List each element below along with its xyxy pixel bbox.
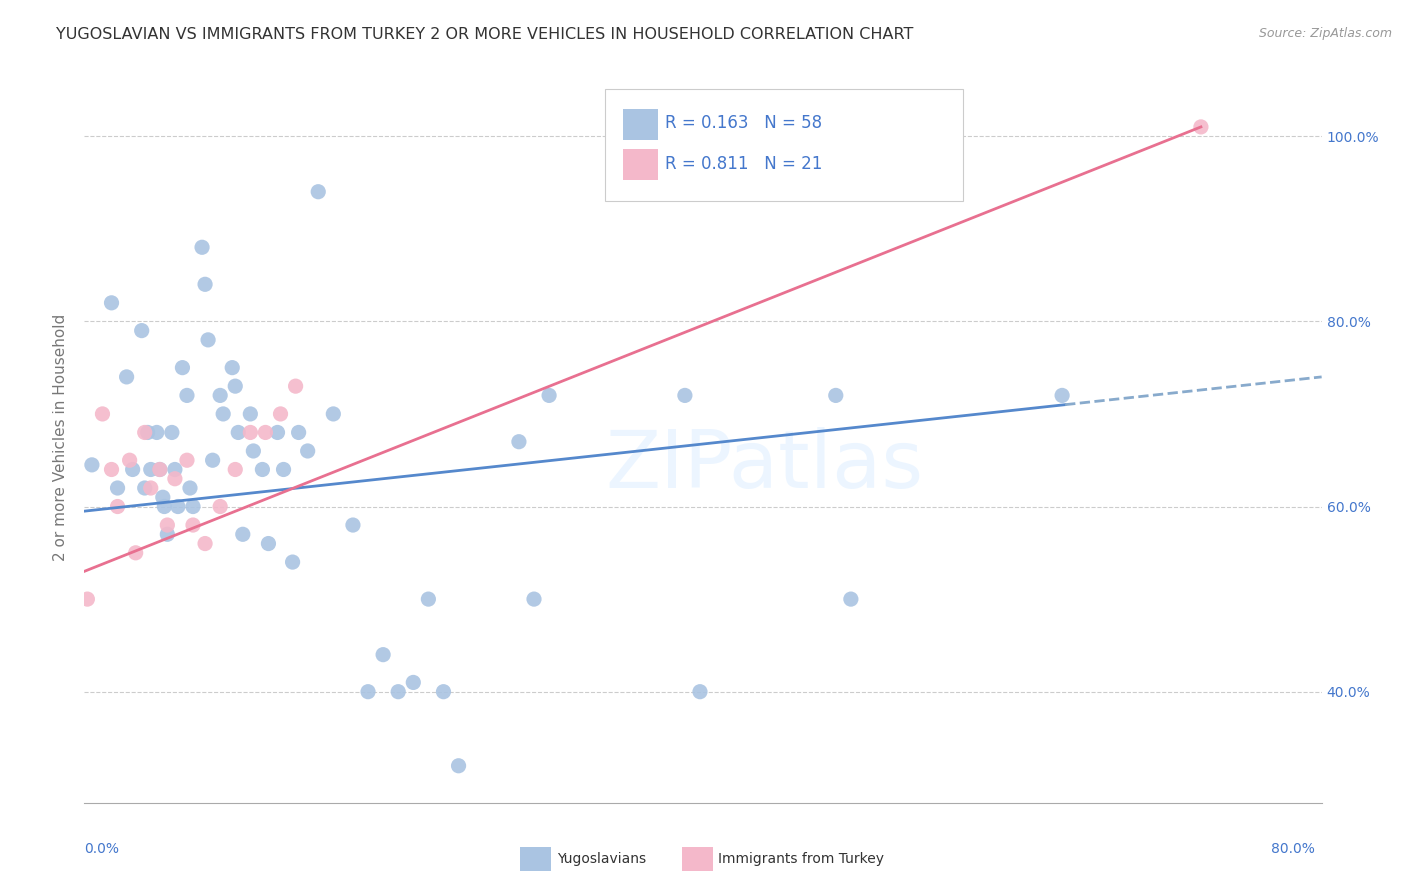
Point	[357, 684, 380, 698]
Point	[257, 536, 280, 550]
Point	[197, 333, 219, 347]
Point	[307, 185, 329, 199]
Point	[179, 481, 201, 495]
Point	[212, 407, 235, 421]
Point	[1050, 388, 1073, 402]
Point	[273, 462, 295, 476]
Point	[242, 444, 264, 458]
Point	[209, 388, 232, 402]
Point	[124, 546, 146, 560]
Point	[287, 425, 309, 440]
Text: 0.0%: 0.0%	[84, 842, 120, 856]
Point	[134, 425, 156, 440]
Text: Yugoslavians: Yugoslavians	[557, 852, 645, 866]
Text: ZIPatlas: ZIPatlas	[606, 427, 924, 506]
Point	[297, 444, 319, 458]
Point	[194, 277, 217, 292]
Point	[266, 425, 288, 440]
Point	[163, 472, 186, 486]
Point	[689, 684, 711, 698]
Point	[201, 453, 224, 467]
Point	[80, 458, 103, 472]
Point	[176, 453, 198, 467]
Point	[181, 500, 204, 514]
Point	[152, 490, 174, 504]
Point	[149, 462, 172, 476]
Point	[172, 360, 194, 375]
Point	[673, 388, 696, 402]
Point	[156, 527, 179, 541]
Point	[1189, 120, 1212, 134]
Point	[181, 518, 204, 533]
Point	[371, 648, 394, 662]
Point	[121, 462, 143, 476]
Point	[146, 425, 169, 440]
Point	[76, 592, 98, 607]
Text: Immigrants from Turkey: Immigrants from Turkey	[718, 852, 884, 866]
Point	[100, 295, 122, 310]
Point	[824, 388, 846, 402]
Point	[100, 462, 122, 476]
Point	[508, 434, 530, 449]
Point	[224, 379, 246, 393]
Point	[160, 425, 183, 440]
Point	[226, 425, 249, 440]
Point	[839, 592, 862, 607]
Point	[107, 481, 129, 495]
Point	[538, 388, 561, 402]
Point	[191, 240, 214, 254]
Point	[387, 684, 409, 698]
Point	[447, 758, 470, 772]
Point	[418, 592, 440, 607]
Point	[163, 462, 186, 476]
Point	[254, 425, 277, 440]
Point	[342, 518, 364, 533]
Point	[149, 462, 172, 476]
Point	[232, 527, 254, 541]
Text: 80.0%: 80.0%	[1271, 842, 1315, 856]
Point	[115, 370, 138, 384]
Text: YUGOSLAVIAN VS IMMIGRANTS FROM TURKEY 2 OR MORE VEHICLES IN HOUSEHOLD CORRELATIO: YUGOSLAVIAN VS IMMIGRANTS FROM TURKEY 2 …	[56, 27, 914, 42]
Point	[194, 536, 217, 550]
Text: R = 0.811   N = 21: R = 0.811 N = 21	[665, 155, 823, 173]
Point	[432, 684, 454, 698]
Text: Source: ZipAtlas.com: Source: ZipAtlas.com	[1258, 27, 1392, 40]
Point	[134, 481, 156, 495]
Point	[402, 675, 425, 690]
Point	[131, 324, 153, 338]
Point	[107, 500, 129, 514]
Text: R = 0.163   N = 58: R = 0.163 N = 58	[665, 114, 823, 132]
Point	[523, 592, 546, 607]
Point	[221, 360, 243, 375]
Point	[209, 500, 232, 514]
Point	[136, 425, 159, 440]
Point	[156, 518, 179, 533]
Point	[239, 407, 262, 421]
Point	[284, 379, 307, 393]
Point	[224, 462, 246, 476]
Point	[118, 453, 141, 467]
Point	[281, 555, 304, 569]
Point	[270, 407, 292, 421]
Point	[139, 462, 162, 476]
Point	[167, 500, 190, 514]
Y-axis label: 2 or more Vehicles in Household: 2 or more Vehicles in Household	[53, 313, 69, 561]
Point	[176, 388, 198, 402]
Point	[239, 425, 262, 440]
Point	[153, 500, 176, 514]
Point	[139, 481, 162, 495]
Point	[91, 407, 114, 421]
Point	[322, 407, 344, 421]
Point	[252, 462, 274, 476]
